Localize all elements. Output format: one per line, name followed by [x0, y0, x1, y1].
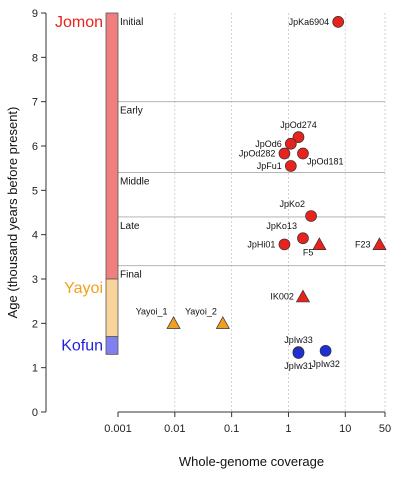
- y-tick-label: 4: [32, 230, 38, 242]
- x-tick-label: 0.001: [104, 423, 132, 435]
- y-tick-label: 7: [32, 97, 38, 109]
- period-bars: Jomon Yayoi Kofun: [55, 12, 119, 355]
- data-point-label: JpIw32: [311, 359, 340, 369]
- x-axis-title: Whole-genome coverage: [179, 454, 324, 469]
- data-point-circle: [319, 344, 332, 357]
- x-tick-label: 1: [285, 423, 291, 435]
- data-point-label: JpOd6: [255, 139, 282, 149]
- y-tick-label: 0: [32, 407, 38, 419]
- subperiod-label: Early: [120, 106, 143, 117]
- data-point-triangle: [166, 316, 181, 329]
- grid: Initial Early Middle Late Final: [118, 13, 386, 412]
- x-tick-label: 0.1: [224, 423, 239, 435]
- y-tick-label: 8: [32, 52, 38, 64]
- y-tick-label: 1: [32, 363, 38, 375]
- data-point-label: JpIw31: [284, 361, 313, 371]
- x-tick-label: 50: [379, 423, 391, 435]
- x-tick-label: 0.01: [164, 423, 185, 435]
- period-label: Yayoi: [64, 280, 103, 297]
- data-point-circle: [305, 210, 317, 222]
- data-point-label: JpKa6904: [289, 17, 330, 27]
- data-point-label: IK002: [270, 292, 294, 302]
- data-point-label: Yayoi_2: [185, 306, 217, 316]
- y-tick-label: 5: [32, 185, 38, 197]
- data-point-triangle: [372, 237, 387, 250]
- y-tick-label: 2: [32, 318, 38, 330]
- period-label: Kofun: [61, 338, 103, 355]
- data-point-triangle: [295, 289, 311, 303]
- subperiod-label: Late: [120, 221, 140, 232]
- data-point-circle: [278, 238, 291, 251]
- data-point-label: JpOd274: [280, 120, 317, 130]
- subperiod-label: Final: [120, 270, 142, 281]
- data-point-label: F5: [303, 247, 314, 257]
- period-bar: [105, 278, 119, 338]
- data-point-label: JpHi01: [247, 239, 275, 249]
- data-point-circle: [292, 131, 305, 143]
- data-point-circle: [284, 137, 297, 150]
- data-point-label: Yayoi_1: [136, 306, 168, 316]
- data-point-triangle: [312, 237, 327, 250]
- period-bar: [105, 336, 119, 355]
- y-tick-label: 6: [32, 141, 38, 153]
- data-point-label: JpOd181: [307, 157, 344, 167]
- x-tick-label: 10: [339, 423, 351, 435]
- y-tick-label: 9: [32, 8, 38, 20]
- data-point-label: JpIw33: [284, 335, 313, 345]
- data-point-circle: [297, 232, 309, 245]
- data-point-circle: [292, 347, 305, 359]
- subperiod-label: Middle: [120, 177, 150, 188]
- data-point-circle: [332, 16, 345, 28]
- axes: 0 1 2 3 4 5 6 7 8 9 0.001 0.01 0.1 1 10 50: [32, 8, 391, 435]
- data-point-label: JpOd282: [239, 149, 276, 159]
- subperiod-label: Initial: [120, 17, 143, 28]
- data-point-label: JpKo13: [266, 221, 297, 231]
- data-point-label: JpKo2: [280, 199, 306, 209]
- data-point-triangle: [215, 316, 230, 329]
- data-point-label: F23: [355, 239, 371, 249]
- data-point-circle: [297, 147, 309, 160]
- period-label: Jomon: [55, 14, 103, 31]
- data-point-circle: [278, 147, 291, 160]
- y-axis-title: Age (thousand years before present): [5, 107, 20, 319]
- data-point-label: JpFu1: [257, 161, 282, 171]
- data-point-circle: [284, 160, 297, 172]
- y-tick-label: 3: [32, 274, 38, 286]
- period-bar: [105, 12, 119, 280]
